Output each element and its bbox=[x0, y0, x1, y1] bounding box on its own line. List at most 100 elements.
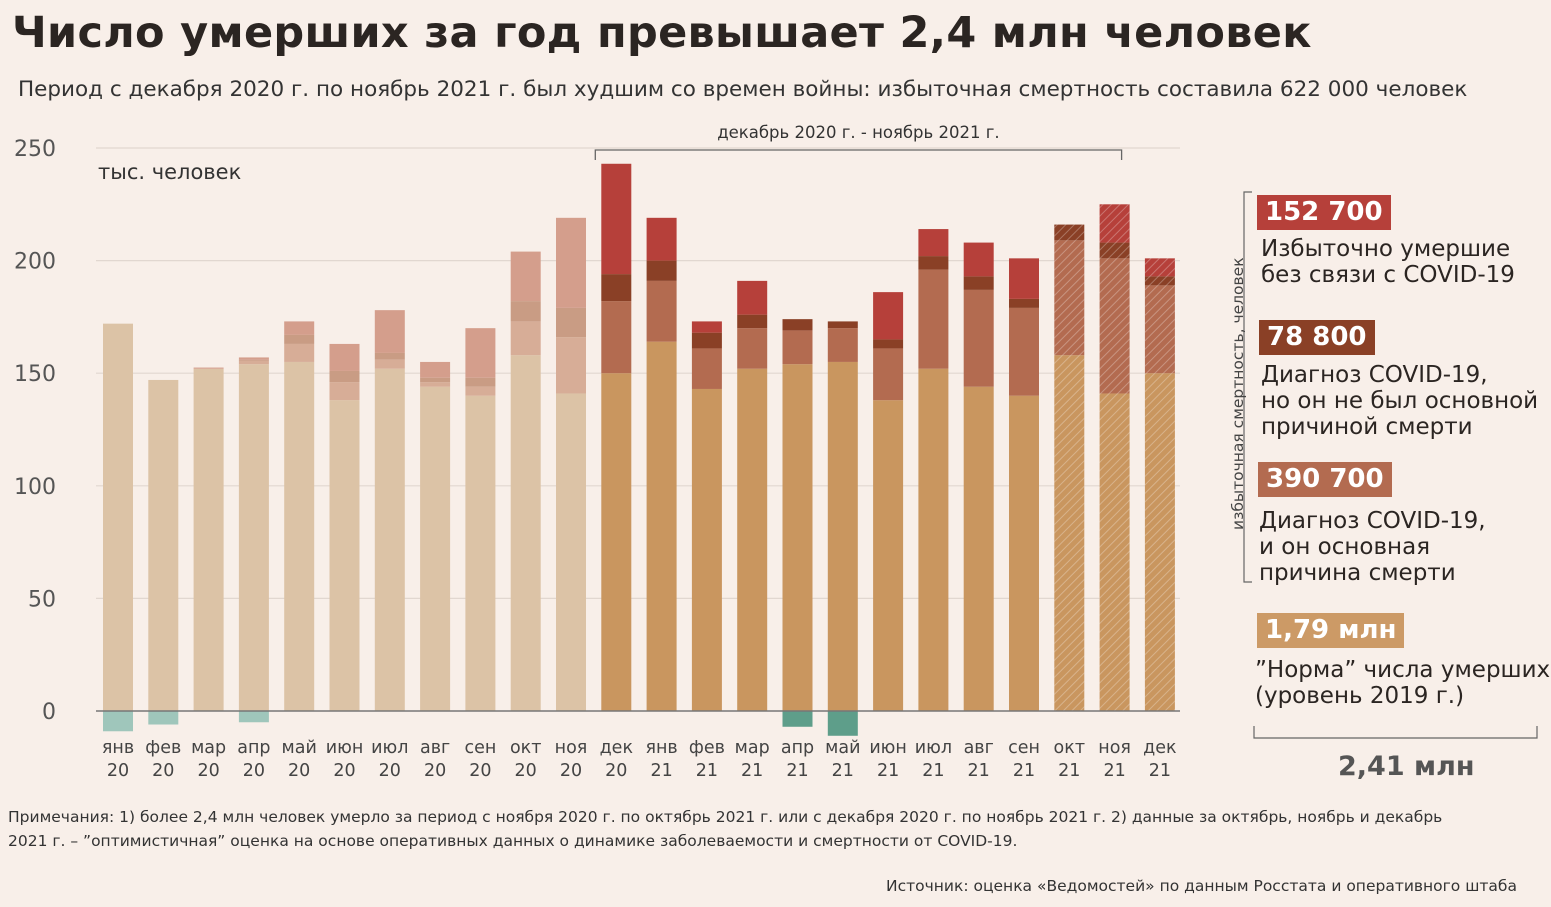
bar-covid-not_main bbox=[646, 260, 677, 281]
unit-label: тыс. человек bbox=[98, 160, 241, 184]
x-tick-year: 20 bbox=[243, 761, 265, 781]
x-tick-year: 21 bbox=[1058, 761, 1080, 781]
legend-text-covid-main: Диагноз COVID-19, bbox=[1259, 508, 1486, 534]
bar-norm bbox=[918, 368, 949, 711]
bar-covid-main bbox=[963, 289, 994, 387]
x-tick-year: 20 bbox=[107, 761, 129, 781]
bar-estimate-hatch bbox=[1099, 204, 1130, 243]
bar-covid-main bbox=[691, 348, 722, 389]
bar-covid-not_main bbox=[374, 352, 405, 360]
x-tick-month: окт bbox=[1054, 738, 1085, 758]
bar-covid-main bbox=[329, 382, 360, 401]
x-tick-year: 21 bbox=[696, 761, 718, 781]
bar-deficit bbox=[827, 711, 858, 736]
x-tick-month: ноя bbox=[555, 738, 588, 758]
legend-text-norm: ”Норма” числа умерших bbox=[1255, 657, 1551, 683]
bar-norm bbox=[873, 400, 904, 711]
bar-norm bbox=[691, 388, 722, 711]
legend-value-covid-main: 390 700 bbox=[1258, 462, 1392, 497]
bar-norm bbox=[329, 400, 360, 711]
bar-covid-main bbox=[510, 321, 541, 356]
bar-excess-other bbox=[601, 163, 632, 275]
legend-value-norm: 1,79 млн bbox=[1257, 613, 1405, 648]
period-bracket bbox=[594, 149, 1123, 160]
bar-estimate-hatch bbox=[1054, 355, 1085, 711]
bar-excess-other bbox=[420, 361, 451, 378]
x-tick-month: фев bbox=[689, 738, 725, 758]
y-tick-label: 50 bbox=[28, 587, 56, 612]
x-tick-month: май bbox=[825, 738, 860, 758]
bar-covid-not_main bbox=[873, 339, 904, 349]
bar-excess-other bbox=[691, 321, 722, 333]
bar-excess-other bbox=[963, 242, 994, 277]
chart-subtitle: Период с декабря 2020 г. по ноябрь 2021 … bbox=[18, 77, 1468, 102]
legend-value-excess-other: 152 700 bbox=[1257, 195, 1391, 230]
y-tick-label: 150 bbox=[14, 362, 56, 387]
x-tick-year: 20 bbox=[469, 761, 491, 781]
x-tick-year: 21 bbox=[922, 761, 944, 781]
bar-norm bbox=[103, 323, 133, 711]
bar-estimate-hatch bbox=[1054, 224, 1085, 241]
bar-deficit bbox=[103, 711, 133, 732]
x-tick-month: дек bbox=[600, 738, 633, 758]
bar-estimate-hatch bbox=[1054, 240, 1085, 356]
bar-covid-not_main bbox=[329, 370, 360, 383]
bar-covid-main bbox=[646, 280, 677, 342]
x-tick-year: 20 bbox=[379, 761, 401, 781]
bar-norm bbox=[148, 379, 179, 711]
bar-estimate-hatch bbox=[1144, 373, 1175, 711]
legend-text-covid-not_main: но он не был основной bbox=[1261, 388, 1539, 414]
bar-norm bbox=[782, 364, 813, 711]
bar-covid-main bbox=[782, 330, 813, 365]
bar-deficit bbox=[238, 711, 269, 723]
bar-covid-not_main bbox=[238, 359, 269, 361]
x-tick-year: 20 bbox=[560, 761, 582, 781]
bar-excess-other bbox=[646, 217, 677, 261]
y-tick-label: 100 bbox=[14, 475, 56, 500]
x-tick-month: май bbox=[282, 738, 317, 758]
bar-estimate-hatch bbox=[1099, 258, 1130, 394]
x-tick-month: июл bbox=[371, 738, 408, 758]
legend-excess-bracket bbox=[1243, 191, 1252, 583]
bar-excess-other bbox=[284, 321, 315, 335]
x-tick-month: авг bbox=[964, 738, 994, 758]
x-tick-year: 20 bbox=[152, 761, 174, 781]
x-tick-month: июл bbox=[915, 738, 952, 758]
bar-estimate-hatch bbox=[1099, 393, 1130, 711]
y-tick-label: 250 bbox=[14, 137, 56, 162]
bar-covid-main bbox=[556, 337, 586, 394]
x-tick-month: мар bbox=[191, 738, 226, 758]
bar-estimate-hatch bbox=[1144, 276, 1175, 286]
legend-text-covid-main: причина смерти bbox=[1259, 560, 1456, 586]
bar-norm bbox=[646, 341, 677, 711]
bar-covid-not_main bbox=[556, 307, 586, 338]
bar-norm bbox=[420, 386, 451, 711]
bar-excess-other bbox=[1009, 258, 1039, 299]
x-tick-year: 21 bbox=[877, 761, 899, 781]
bar-excess-other bbox=[193, 367, 224, 369]
legend-text-norm: (уровень 2019 г.) bbox=[1255, 683, 1465, 709]
bar-norm bbox=[284, 361, 315, 711]
bar-norm bbox=[963, 386, 994, 711]
bar-excess-other bbox=[737, 280, 768, 315]
legend-text-covid-not_main: причиной смерти bbox=[1261, 414, 1473, 440]
x-tick-year: 21 bbox=[1149, 761, 1171, 781]
bar-covid-main bbox=[420, 382, 451, 387]
bar-covid-not_main bbox=[284, 334, 315, 344]
bar-covid-main bbox=[284, 343, 315, 362]
bar-covid-not_main bbox=[737, 314, 768, 329]
bar-excess-other bbox=[556, 217, 586, 308]
chart-title: Число умерших за год превышает 2,4 млн ч… bbox=[12, 8, 1312, 58]
x-tick-month: дек bbox=[1143, 738, 1176, 758]
bar-covid-not_main bbox=[465, 377, 496, 387]
bar-covid-not_main bbox=[918, 256, 949, 270]
bar-covid-main bbox=[238, 360, 269, 365]
bar-estimate-hatch bbox=[1099, 242, 1130, 259]
source-note: Источник: оценка «Ведомостей» по данным … bbox=[885, 877, 1517, 895]
bar-norm bbox=[737, 368, 768, 711]
legend-text-covid-main: и он основная bbox=[1259, 534, 1431, 560]
x-tick-year: 21 bbox=[650, 761, 672, 781]
bar-norm bbox=[601, 373, 632, 711]
legend-total: 2,41 млн bbox=[1338, 751, 1475, 782]
